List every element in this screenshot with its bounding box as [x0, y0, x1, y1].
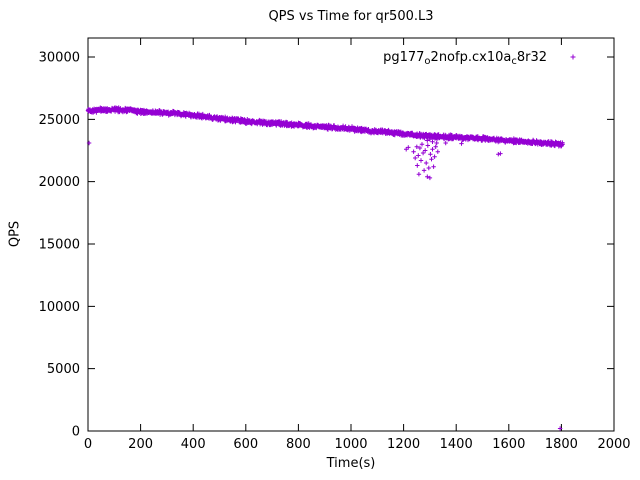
x-tick-label: 0	[84, 437, 92, 452]
x-tick-label: 1400	[440, 437, 473, 452]
legend-label: pg177o2nofp.cx10ac8r32	[383, 50, 547, 67]
y-tick-label: 30000	[39, 51, 80, 66]
y-tick-label: 5000	[47, 362, 80, 377]
x-tick-label: 2000	[597, 437, 630, 452]
legend-marker-icon	[570, 54, 576, 60]
x-tick-label: 1800	[545, 437, 578, 452]
axis-ticks	[87, 38, 615, 432]
x-tick-label: 1000	[334, 437, 367, 452]
x-tick-label: 800	[286, 437, 311, 452]
y-tick-label: 20000	[39, 175, 80, 190]
y-tick-label: 10000	[39, 300, 80, 315]
x-tick-label: 400	[181, 437, 206, 452]
x-tick-label: 1200	[387, 437, 420, 452]
x-tick-label: 1600	[492, 437, 525, 452]
series-points	[85, 105, 565, 431]
plot-border	[87, 37, 615, 432]
x-tick-label: 600	[233, 437, 258, 452]
y-tick-label: 15000	[39, 238, 80, 253]
x-tick-label: 200	[128, 437, 153, 452]
chart-title: QPS vs Time for qr500.L3	[268, 9, 434, 24]
x-axis-label: Time(s)	[326, 456, 376, 471]
y-tick-label: 0	[72, 425, 80, 440]
y-tick-label: 25000	[39, 113, 80, 128]
y-axis-label: QPS	[7, 220, 23, 248]
